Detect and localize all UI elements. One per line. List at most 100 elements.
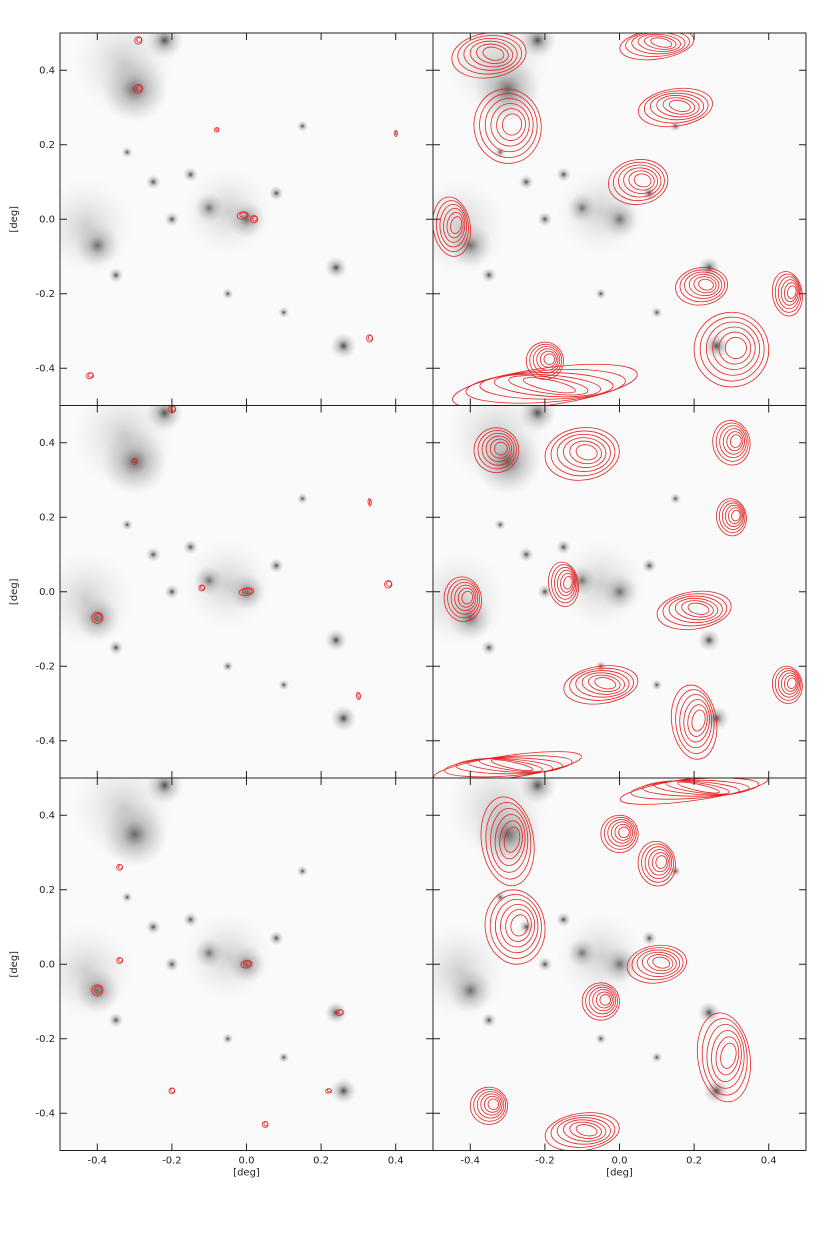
galaxy (697, 1001, 721, 1024)
contour (656, 95, 700, 118)
x-tick-label: -0.4 (461, 1156, 481, 1167)
galaxy (556, 912, 646, 1002)
contour (446, 212, 464, 239)
contour (461, 590, 474, 605)
contour (473, 1088, 507, 1122)
contour (395, 130, 398, 136)
panel: -0.4 -0.2 0.0 0.2 0.4 [deg] (432, 777, 807, 1179)
contour (655, 855, 668, 869)
contour (548, 561, 580, 607)
contour (480, 796, 535, 887)
contour (687, 704, 708, 737)
contour (118, 864, 123, 870)
x-tick-label: 0.4 (761, 1156, 777, 1167)
contour (711, 1030, 742, 1082)
contour (457, 587, 475, 608)
galaxy (121, 519, 133, 531)
contour (780, 279, 799, 306)
contour (563, 665, 639, 705)
x-tick-label: 0.2 (313, 1156, 329, 1167)
contour (569, 440, 602, 465)
galaxy (222, 660, 234, 672)
x-tick-label: -0.2 (162, 1156, 182, 1167)
contour (670, 684, 718, 760)
contour (134, 36, 143, 45)
galaxy (651, 679, 663, 691)
galaxy (595, 1033, 607, 1045)
contour (239, 212, 248, 218)
contour (444, 755, 573, 778)
y-tick-label: -0.4 (35, 363, 55, 374)
contour (503, 826, 521, 853)
y-axis-label: [deg] (9, 951, 20, 978)
contour (674, 597, 719, 621)
contour (499, 820, 523, 860)
contour (560, 572, 574, 593)
contour (724, 336, 747, 360)
contour (85, 372, 94, 380)
contour (687, 602, 710, 615)
contour (135, 84, 143, 92)
contour (93, 985, 103, 994)
galaxy (537, 956, 553, 972)
contour (569, 667, 634, 701)
contour (479, 93, 538, 158)
galaxy (330, 1077, 357, 1104)
galaxy (268, 930, 284, 946)
contour (581, 982, 620, 1021)
contour (484, 98, 534, 153)
contour (777, 670, 801, 698)
x-tick-label: -0.2 (535, 1156, 555, 1167)
contour (490, 103, 530, 147)
image-area (60, 778, 433, 1151)
panel: -0.4 -0.2 0.0 0.2 0.4 [deg] (9, 405, 434, 779)
contour (595, 991, 613, 1009)
y-tick-label: -0.2 (35, 289, 55, 300)
panel: -0.4 -0.2 0.0 0.2 0.4 -0.4 -0.2 0.0 0.2 0.4 [deg] [… (9, 777, 434, 1179)
contour (476, 1091, 505, 1119)
contour (536, 348, 559, 371)
contour (132, 458, 138, 464)
contour (726, 431, 744, 452)
contour (367, 335, 373, 341)
contour (679, 269, 726, 303)
image-area (60, 405, 433, 778)
contour (730, 434, 742, 448)
contour (610, 821, 634, 844)
x-tick-label: 0.4 (388, 1156, 404, 1167)
x-axis-label: [deg] (606, 1168, 633, 1179)
contour (493, 373, 601, 398)
contour (241, 588, 253, 595)
contour (614, 823, 632, 841)
contour (581, 672, 626, 695)
galaxy (556, 539, 572, 555)
contour (705, 321, 761, 376)
contour (633, 173, 652, 188)
contour (679, 694, 713, 749)
galaxy (330, 332, 357, 359)
contour (485, 802, 532, 880)
contour (368, 498, 372, 505)
contour (575, 670, 630, 698)
contour (263, 1121, 269, 1127)
contour (554, 566, 577, 600)
galaxy (651, 1051, 663, 1063)
contour (563, 437, 607, 468)
contour (701, 1018, 748, 1096)
contour (787, 285, 797, 299)
galaxy (183, 539, 273, 630)
contour (662, 97, 696, 115)
galaxy (641, 930, 657, 946)
y-tick-label: 0.4 (39, 65, 55, 76)
galaxy (268, 558, 284, 574)
contour (718, 500, 746, 534)
contour (677, 781, 720, 794)
x-tick-label: 0.0 (612, 1156, 628, 1167)
y-tick-label: -0.4 (35, 736, 55, 747)
galaxy (183, 539, 199, 555)
contour (588, 674, 621, 692)
contour (650, 92, 705, 121)
contour (477, 430, 517, 470)
contour (490, 807, 529, 873)
galaxy (183, 912, 273, 1002)
